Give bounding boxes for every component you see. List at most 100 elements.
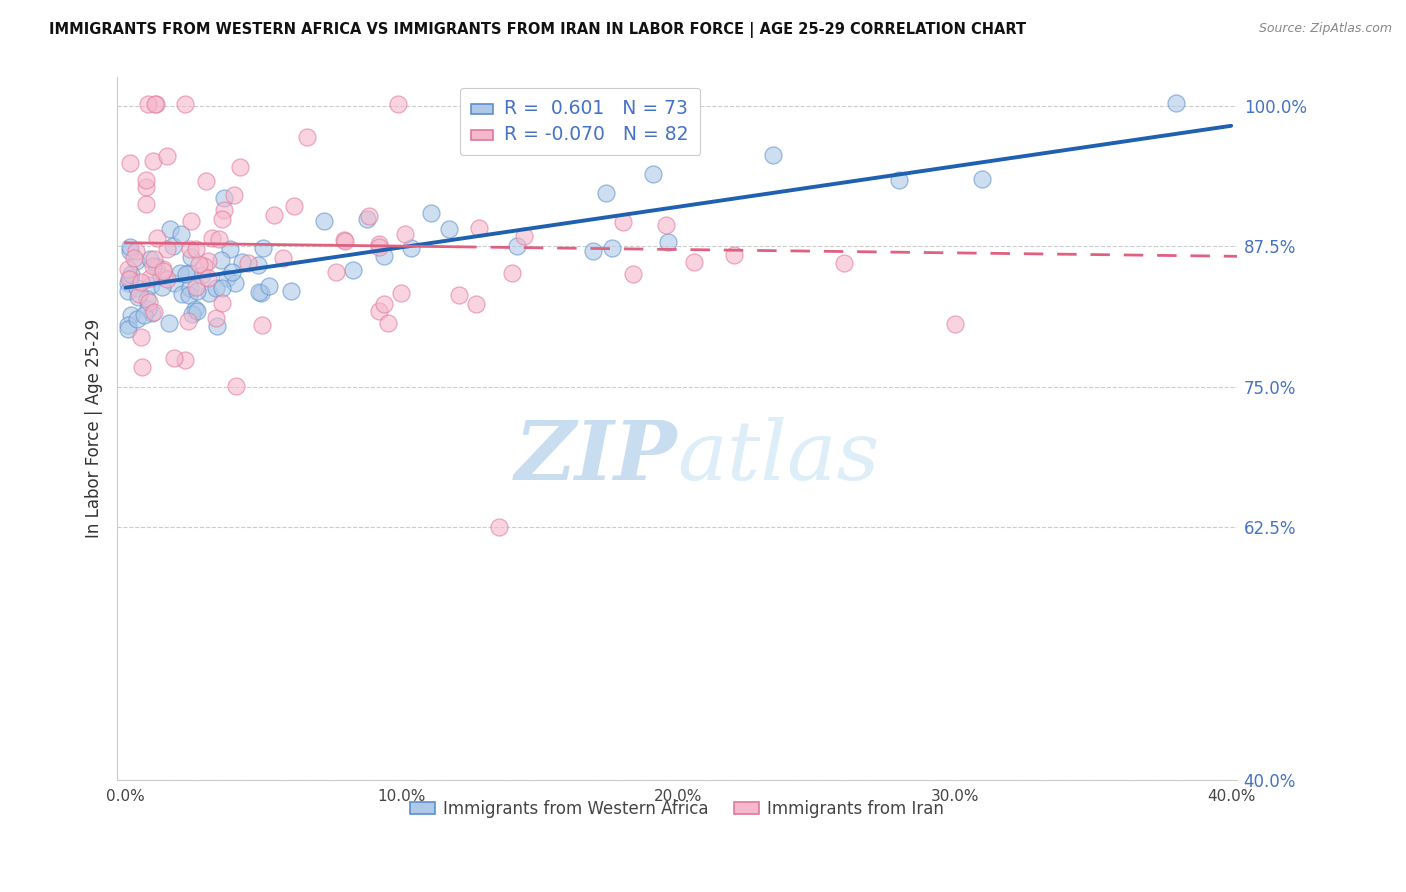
Point [464, 296, 486, 310]
Point [723, 248, 745, 262]
Point [141, 306, 163, 320]
Point [501, 266, 523, 280]
Point [582, 244, 605, 258]
Point [180, 214, 202, 228]
Point [122, 251, 145, 265]
Point [208, 231, 231, 245]
Point [205, 319, 228, 334]
Point [247, 285, 270, 300]
Point [139, 252, 162, 266]
Legend: Immigrants from Western Africa, Immigrants from Iran: Immigrants from Western Africa, Immigran… [404, 793, 950, 825]
Point [225, 379, 247, 393]
Point [186, 284, 208, 298]
Point [394, 227, 416, 241]
Point [170, 287, 193, 301]
Point [156, 271, 179, 285]
Point [209, 252, 232, 267]
Point [224, 188, 246, 202]
Point [595, 186, 617, 201]
Point [179, 288, 201, 302]
Point [655, 218, 678, 232]
Point [120, 267, 142, 281]
Point [211, 295, 233, 310]
Point [333, 233, 356, 247]
Point [197, 286, 219, 301]
Point [312, 214, 335, 228]
Point [889, 173, 911, 187]
Text: IMMIGRANTS FROM WESTERN AFRICA VS IMMIGRANTS FROM IRAN IN LABOR FORCE | AGE 25-2: IMMIGRANTS FROM WESTERN AFRICA VS IMMIGR… [49, 22, 1026, 38]
Point [184, 280, 207, 294]
Point [259, 279, 281, 293]
Point [211, 212, 233, 227]
Point [156, 149, 179, 163]
Point [512, 228, 534, 243]
Point [373, 249, 395, 263]
Point [136, 97, 159, 112]
Point [117, 318, 139, 333]
Point [204, 311, 226, 326]
Point [117, 322, 139, 336]
Point [157, 316, 180, 330]
Point [142, 259, 165, 273]
Point [117, 272, 139, 286]
Point [368, 236, 391, 251]
Point [117, 277, 139, 291]
Point [449, 287, 471, 301]
Point [600, 241, 623, 255]
Point [128, 287, 150, 301]
Point [283, 199, 305, 213]
Point [156, 242, 179, 256]
Point [477, 118, 499, 132]
Point [150, 268, 173, 283]
Point [173, 353, 195, 368]
Text: ZIP: ZIP [515, 417, 676, 497]
Point [162, 239, 184, 253]
Point [641, 167, 664, 181]
Point [163, 277, 186, 291]
Point [135, 179, 157, 194]
Point [377, 316, 399, 330]
Point [159, 222, 181, 236]
Point [342, 263, 364, 277]
Point [142, 252, 165, 266]
Point [143, 97, 166, 112]
Point [391, 286, 413, 301]
Point [506, 239, 529, 253]
Point [143, 305, 166, 319]
Point [212, 202, 235, 217]
Point [357, 209, 380, 223]
Point [142, 154, 165, 169]
Point [263, 208, 285, 222]
Point [419, 205, 441, 219]
Point [145, 97, 167, 112]
Point [250, 285, 273, 300]
Point [221, 265, 243, 279]
Point [197, 253, 219, 268]
Point [129, 275, 152, 289]
Point [231, 255, 253, 269]
Point [236, 256, 259, 270]
Point [437, 222, 460, 236]
Point [117, 261, 139, 276]
Point [179, 242, 201, 256]
Point [135, 197, 157, 211]
Point [170, 227, 193, 242]
Point [145, 230, 167, 244]
Point [683, 255, 706, 269]
Point [972, 171, 994, 186]
Point [120, 271, 142, 285]
Point [120, 309, 142, 323]
Point [832, 255, 855, 269]
Point [152, 264, 174, 278]
Point [373, 297, 395, 311]
Point [246, 258, 269, 272]
Point [132, 308, 155, 322]
Point [180, 250, 202, 264]
Point [129, 330, 152, 344]
Point [197, 271, 219, 285]
Point [117, 284, 139, 298]
Point [943, 318, 966, 332]
Point [280, 284, 302, 298]
Point [657, 235, 679, 250]
Point [124, 254, 146, 268]
